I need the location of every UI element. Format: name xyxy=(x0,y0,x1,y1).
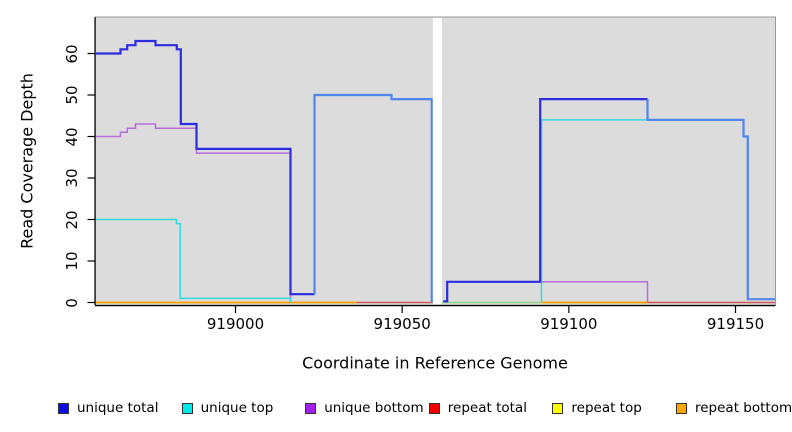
y-tick-label: 10 xyxy=(63,251,81,271)
x-tick-label: 919000 xyxy=(206,315,265,333)
series-line-unique-total xyxy=(95,39,315,296)
x-tick-label: 919100 xyxy=(540,315,598,333)
x-axis-title: Coordinate in Reference Genome xyxy=(302,353,568,373)
legend-label: repeat bottom xyxy=(695,400,792,416)
y-tick-label: 20 xyxy=(63,209,81,230)
legend-item-repeat-top: repeat top xyxy=(552,400,642,416)
legend-swatch-icon xyxy=(58,402,69,414)
legend-label: repeat top xyxy=(571,400,642,416)
legend-label: repeat total xyxy=(447,400,527,416)
series-line-unique-total xyxy=(443,97,648,303)
legend-swatch-icon xyxy=(676,402,687,414)
series-line-unique-bottom xyxy=(541,281,649,303)
legend-label: unique total xyxy=(77,400,159,416)
coverage-gap-band xyxy=(432,17,442,305)
legend-item-repeat-bottom: repeat bottom xyxy=(676,400,792,416)
y-tick-label: 40 xyxy=(63,126,81,147)
y-tick-label: 30 xyxy=(63,168,81,188)
y-tick-label: 60 xyxy=(63,43,81,64)
series-line-unique-total xyxy=(313,93,434,303)
x-tick-label: 919050 xyxy=(373,315,431,333)
y-tick-label: 0 xyxy=(63,297,81,308)
legend-item-unique-top: unique top xyxy=(181,400,274,416)
legend-swatch-icon xyxy=(305,402,317,414)
series-line-unique-top xyxy=(540,119,648,303)
series-line-unique-top xyxy=(95,218,292,303)
series-line-unique-total xyxy=(646,99,776,301)
legend-item-repeat-total: repeat total xyxy=(428,400,527,416)
legend-swatch-icon xyxy=(181,402,193,414)
legend-item-unique-total: unique total xyxy=(58,400,159,416)
y-axis-title: Read Coverage Depth xyxy=(17,73,37,249)
series-line-unique-bottom xyxy=(95,123,292,303)
legend-swatch-icon xyxy=(552,402,564,414)
legend-label: unique bottom xyxy=(324,400,424,416)
legend-label: unique top xyxy=(200,400,274,416)
x-tick-label: 919150 xyxy=(706,315,765,333)
legend-item-unique-bottom: unique bottom xyxy=(305,400,424,416)
y-tick-label: 50 xyxy=(63,85,81,105)
legend-swatch-icon xyxy=(428,402,440,414)
